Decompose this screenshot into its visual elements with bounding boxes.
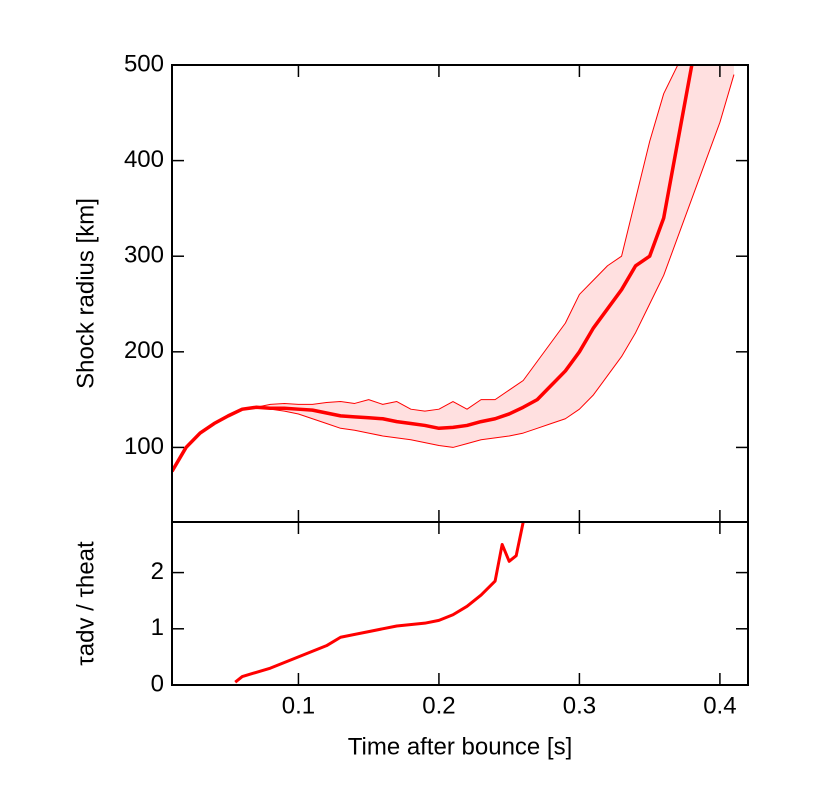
y-tick-label: 200: [124, 337, 164, 364]
x-axis-label: Time after bounce [s]: [348, 733, 573, 760]
y-tick-label: 400: [124, 146, 164, 173]
y-tick-label: 500: [124, 50, 164, 77]
series-line: [172, 74, 735, 472]
y-tick-label: 300: [124, 242, 164, 269]
y-axis-label: τadv / τheat: [72, 541, 99, 666]
x-tick-label: 0.4: [703, 692, 736, 719]
spread-band: [172, 65, 734, 472]
x-tick-label: 0.2: [422, 692, 455, 719]
y-tick-label: 2: [151, 558, 164, 585]
y-tick-label: 100: [124, 433, 164, 460]
axes-frame: [171, 521, 749, 686]
y-axis-label: Shock radius [km]: [72, 198, 99, 389]
plot-area: [234, 522, 525, 684]
plot-area: [172, 65, 735, 473]
x-tick-label: 0.3: [563, 692, 596, 719]
series-line: [234, 522, 525, 684]
x-tick-label: 0.1: [282, 692, 315, 719]
y-tick-label: 1: [151, 614, 164, 641]
y-tick-label: 0: [151, 670, 164, 697]
series-line: [172, 65, 679, 472]
